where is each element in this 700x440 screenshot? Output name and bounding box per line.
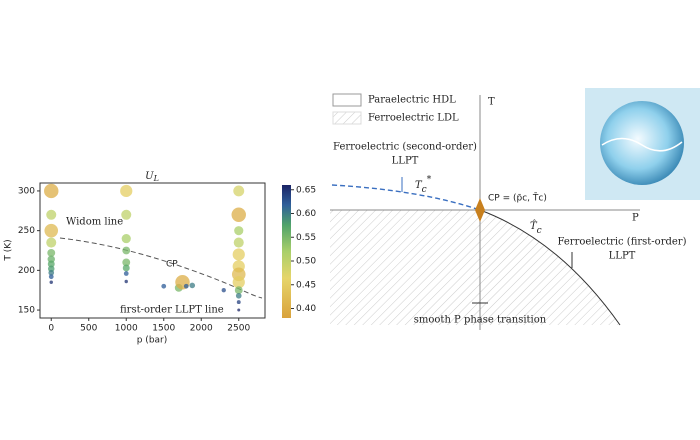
label: Tc* (415, 175, 432, 195)
point (122, 246, 131, 255)
point (47, 265, 55, 273)
ldl-region (330, 210, 620, 325)
annotation: CP (166, 260, 178, 270)
phase-diagram: Paraelectric HDL Ferroelectric LDL T P F… (330, 88, 700, 330)
point (183, 283, 189, 289)
label: smooth P phase transition (414, 315, 547, 326)
label: Ferroelectric (first-order) (558, 237, 687, 248)
scatter-chart: UL p (bar) T (K) Widom line CP first-ord… (4, 171, 317, 346)
point (46, 209, 57, 220)
x-tick-label: 500 (80, 324, 97, 334)
label: T̂c (530, 220, 542, 236)
tc-star: T (415, 180, 423, 191)
point (234, 286, 243, 295)
point (121, 209, 132, 220)
plot-frame (39, 182, 266, 319)
point (232, 276, 245, 289)
x-tick-label: 2000 (190, 324, 213, 334)
annotation: Widom line (66, 217, 123, 228)
point (44, 183, 59, 199)
legend-swatch (332, 111, 362, 125)
tc-hat-sub: c (537, 226, 542, 236)
legend-label: Ferroelectric LDL (368, 113, 459, 124)
point (49, 280, 53, 284)
point (48, 274, 54, 280)
label: LLPT (392, 156, 419, 167)
axis-label: T (488, 97, 495, 108)
point (44, 223, 59, 238)
colorbar-tick-label: 0.45 (296, 280, 316, 290)
widom-line (59, 237, 263, 299)
colorbar (282, 185, 291, 318)
tc-star-sub: c (422, 185, 427, 195)
title-sub: L (153, 174, 159, 183)
point (161, 283, 167, 289)
first-order-line (479, 209, 621, 326)
sphere-wave (601, 137, 683, 152)
colorbar-tick-label: 0.60 (296, 209, 316, 219)
point (235, 292, 242, 299)
point (121, 234, 131, 244)
axis-label: P (632, 213, 639, 224)
point (234, 226, 244, 236)
legend-label: Paraelectric HDL (368, 95, 456, 106)
y-tick-label: 150 (18, 306, 35, 316)
y-tick-label: 200 (18, 266, 35, 276)
annotation: first-order LLPT line (120, 305, 224, 316)
x-tick-label: 0 (48, 324, 54, 334)
legend-swatch (332, 93, 362, 107)
point (47, 260, 55, 268)
tc-hat: T̂ (530, 220, 538, 232)
point (231, 207, 246, 222)
point (123, 271, 129, 276)
chart-title: UL (145, 171, 159, 184)
point (120, 184, 133, 198)
colorbar-tick-label: 0.65 (296, 185, 316, 195)
point (236, 300, 241, 305)
point (122, 258, 131, 267)
x-tick-label: 1000 (115, 324, 138, 334)
label: Ferroelectric (second-order) (333, 142, 477, 153)
x-tick-label: 2500 (227, 324, 250, 334)
point (237, 308, 241, 312)
tc-star-sup: * (427, 175, 432, 185)
title-main: U (145, 171, 154, 182)
x-tick-label: 1500 (152, 324, 175, 334)
point (47, 248, 56, 257)
point (48, 269, 55, 276)
point (233, 237, 244, 248)
point (221, 288, 226, 293)
colorbar-tick-label: 0.50 (296, 257, 316, 267)
sphere-image (600, 101, 684, 185)
second-order-line (331, 184, 481, 211)
point (46, 237, 57, 248)
x-label: p (bar) (137, 336, 168, 346)
point (232, 248, 245, 261)
y-tick-label: 250 (18, 226, 35, 236)
critical-point (475, 198, 485, 222)
colorbar-tick-label: 0.55 (296, 233, 316, 243)
y-label: T (K) (4, 239, 14, 261)
point (233, 185, 245, 197)
colorbar-tick-label: 0.40 (296, 304, 316, 314)
point (189, 282, 196, 289)
point (124, 279, 128, 284)
label: CP = (p̄c, T̄c) (488, 192, 547, 204)
y-tick-label: 300 (18, 186, 35, 196)
label: LLPT (609, 251, 636, 262)
point (122, 264, 130, 272)
